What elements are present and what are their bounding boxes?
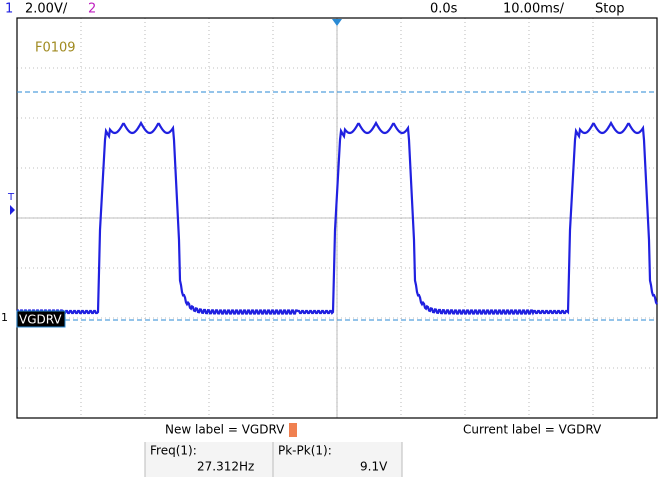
channel1: 1	[5, 2, 13, 17]
status: Stop	[595, 2, 625, 17]
waveform	[16, 120, 658, 316]
measurement-name: Freq(1):	[150, 444, 197, 458]
delay: 0.0s	[430, 2, 458, 17]
timebase: 10.00ms/	[503, 2, 565, 17]
channel-label-box	[16, 310, 66, 328]
graticule-border	[16, 17, 658, 419]
trigger-arrow	[10, 205, 15, 215]
trigger-marker: T	[7, 192, 15, 203]
ground-marker: 1	[1, 311, 8, 324]
scale: 2.00V/	[25, 2, 68, 17]
channel2: 2	[88, 2, 96, 17]
file-label: F0109	[35, 41, 76, 56]
measurement-name: Pk-Pk(1):	[278, 444, 332, 458]
trigger-position	[332, 19, 342, 26]
current-label: Current label = VGDRV	[463, 423, 602, 437]
channel-label: VGDRV	[19, 313, 62, 327]
new-label: New label = VGDRV	[165, 423, 285, 437]
measurement-value: 27.312Hz	[197, 460, 254, 474]
measurement-value: 9.1V	[360, 460, 388, 474]
text-cursor	[289, 423, 297, 437]
